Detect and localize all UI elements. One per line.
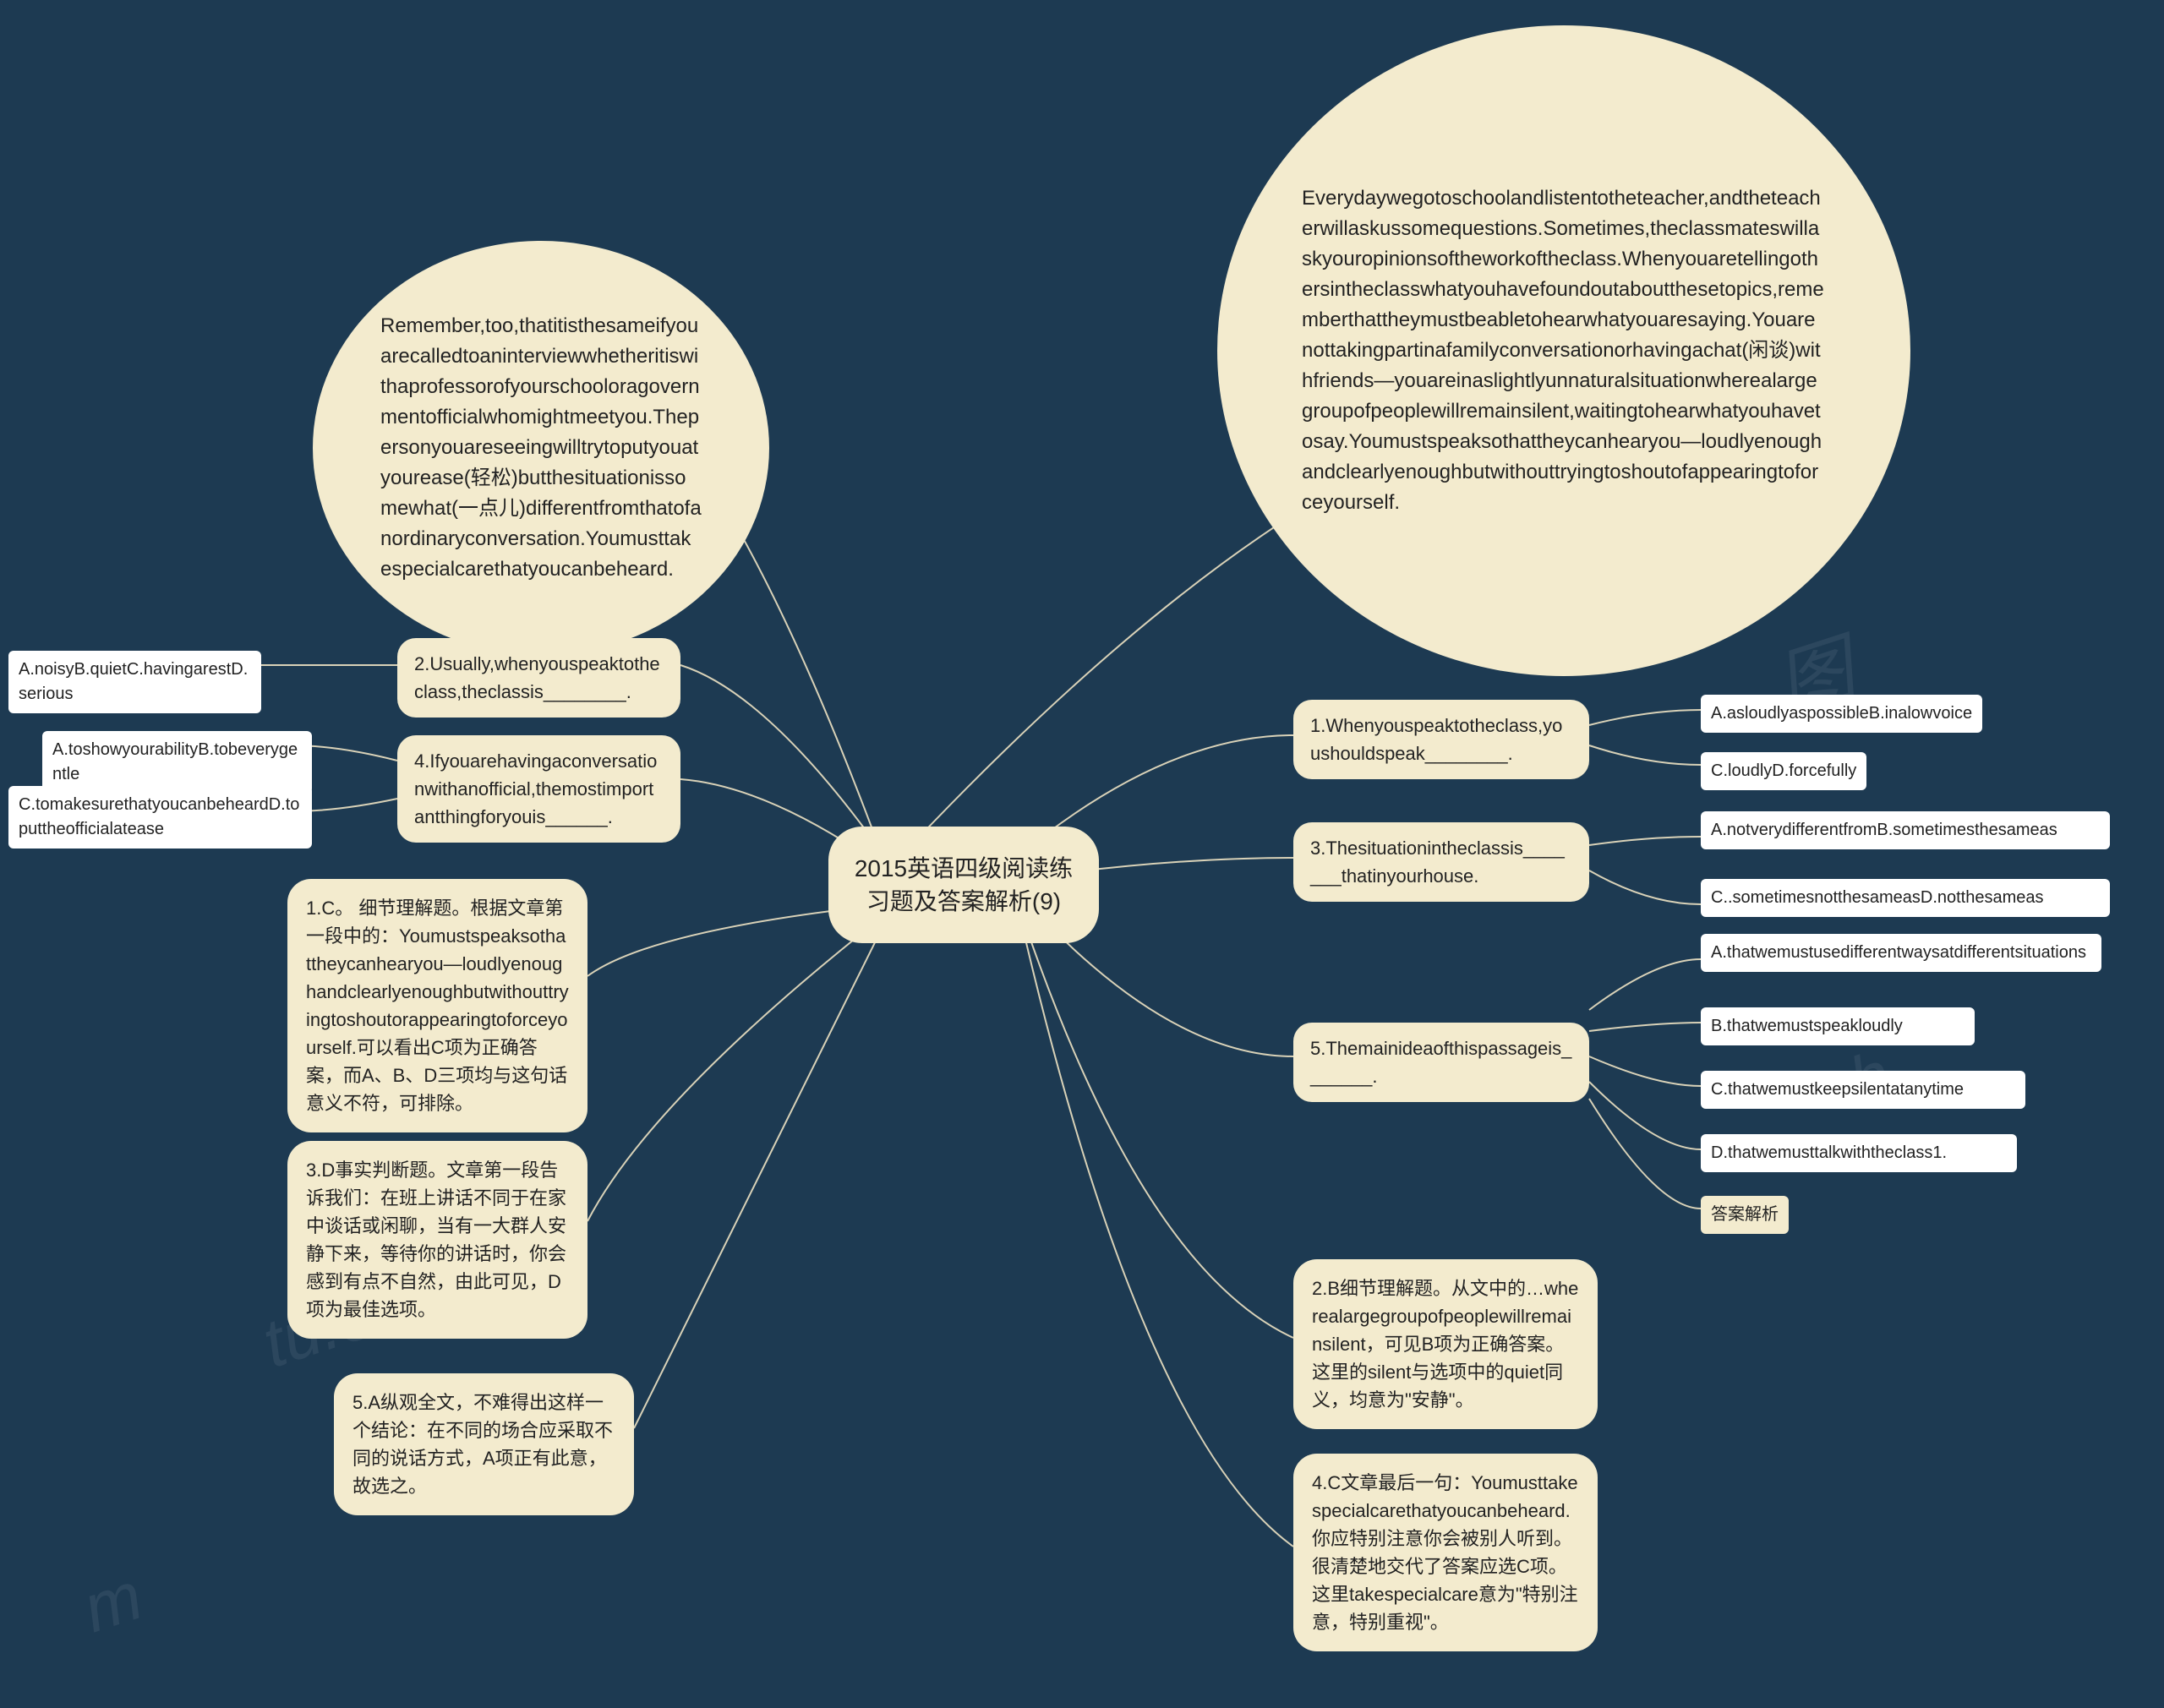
q3-node: 3.Thesituationintheclassis_______thatiny… <box>1293 822 1589 902</box>
q5-opt-a: A.thatwemustusedifferentwaysatdifferents… <box>1701 934 2101 972</box>
passage-left-ellipse: Remember,too,thatitisthesameifyouarecall… <box>313 241 769 655</box>
answer-4: 4.C文章最后一句：Youmusttakespecialcarethatyouc… <box>1293 1454 1598 1651</box>
q1-text: 1.Whenyouspeaktotheclass,youshouldspeak_… <box>1310 715 1562 764</box>
answer-3-text: 3.D事实判断题。文章第一段告诉我们：在班上讲话不同于在家中谈话或闲聊，当有一大… <box>306 1160 566 1320</box>
watermark: m <box>74 1557 151 1648</box>
passage-right-ellipse: Everydaywegotoschoolandlistentotheteache… <box>1217 25 1910 676</box>
q2-opt-a: A.noisyB.quietC.havingarestD.serious <box>8 651 261 713</box>
q2-node: 2.Usually,whenyouspeaktotheclass,theclas… <box>397 638 680 718</box>
q3-text: 3.Thesituationintheclassis_______thatiny… <box>1310 838 1565 887</box>
q4-node: 4.Ifyouarehavingaconversationwithanoffic… <box>397 735 680 843</box>
answer-5: 5.A纵观全文，不难得出这样一个结论：在不同的场合应采取不同的说话方式，A项正有… <box>334 1373 634 1515</box>
q4-text: 4.Ifyouarehavingaconversationwithanoffic… <box>414 750 657 827</box>
q1-opt-b: C.loudlyD.forcefully <box>1701 752 1866 790</box>
q1-node: 1.Whenyouspeaktotheclass,youshouldspeak_… <box>1293 700 1589 779</box>
answer-1: 1.C。 细节理解题。根据文章第一段中的：Youmustspeaksothatt… <box>287 879 587 1132</box>
answer-4-text: 4.C文章最后一句：Youmusttakespecialcarethatyouc… <box>1312 1472 1578 1633</box>
q2-text: 2.Usually,whenyouspeaktotheclass,theclas… <box>414 653 660 702</box>
q3-opt-b: C..sometimesnotthesameasD.notthesameas <box>1701 879 2110 917</box>
answer-2: 2.B细节理解题。从文中的…wherealargegroupofpeoplewi… <box>1293 1259 1598 1429</box>
q5-text: 5.Themainideaofthispassageis_______. <box>1310 1038 1571 1087</box>
passage-right-text: Everydaywegotoschoolandlistentotheteache… <box>1302 183 1826 518</box>
passage-left-text: Remember,too,thatitisthesameifyouarecall… <box>380 311 702 585</box>
q3-opt-a: A.notverydifferentfromB.sometimesthesame… <box>1701 811 2110 849</box>
center-title: 2015英语四级阅读练习题及答案解析(9) <box>855 855 1073 914</box>
answer-2-text: 2.B细节理解题。从文中的…wherealargegroupofpeoplewi… <box>1312 1278 1578 1411</box>
answer-1-text: 1.C。 细节理解题。根据文章第一段中的：Youmustspeaksothatt… <box>306 898 569 1114</box>
q4-opt-a: A.toshowyourabilityB.tobeverygentle <box>42 731 312 794</box>
q5-opt-d: D.thatwemusttalkwiththeclass1. <box>1701 1134 2017 1172</box>
center-node: 2015英语四级阅读练习题及答案解析(9) <box>828 827 1099 943</box>
q4-opt-b: C.tomakesurethatyoucanbeheardD.toputtheo… <box>8 786 312 849</box>
q5-node: 5.Themainideaofthispassageis_______. <box>1293 1023 1589 1102</box>
q5-opt-b: B.thatwemustspeakloudly <box>1701 1007 1975 1045</box>
q5-ans-label: 答案解析 <box>1701 1196 1789 1234</box>
answer-3: 3.D事实判断题。文章第一段告诉我们：在班上讲话不同于在家中谈话或闲聊，当有一大… <box>287 1141 587 1339</box>
answer-5-text: 5.A纵观全文，不难得出这样一个结论：在不同的场合应采取不同的说话方式，A项正有… <box>352 1392 613 1497</box>
q1-opt-a: A.asloudlyaspossibleB.inalowvoice <box>1701 695 1982 733</box>
q5-opt-c: C.thatwemustkeepsilentatanytime <box>1701 1071 2025 1109</box>
